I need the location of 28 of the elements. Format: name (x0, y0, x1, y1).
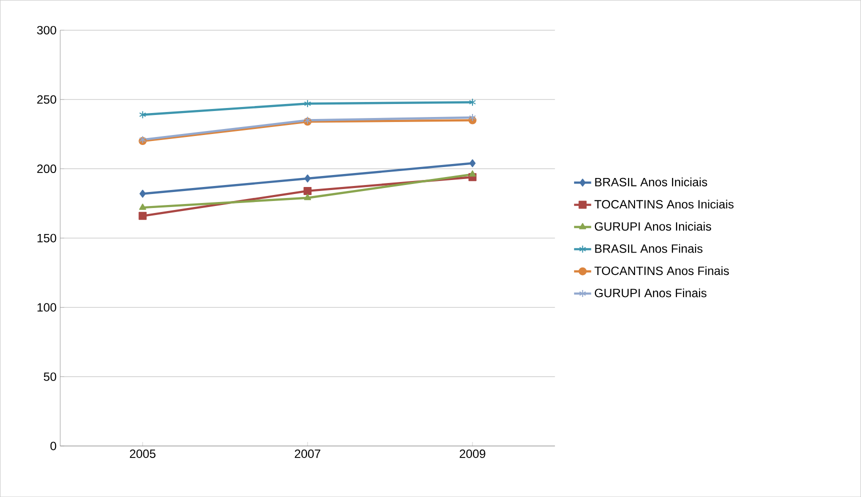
y-tick-label: 250 (37, 95, 56, 104)
y-tick-label: 50 (44, 372, 56, 381)
y-tick-label: 150 (38, 234, 56, 242)
legend-label: TOCANTINS Anos Iniciais (594, 200, 734, 208)
point (304, 100, 312, 108)
point (469, 159, 476, 168)
point (468, 113, 476, 122)
point (304, 174, 311, 182)
legend-label: BRASIL Anos Iniciais (595, 177, 708, 186)
point (304, 194, 312, 200)
x-tick-label: 2009 (460, 449, 486, 458)
point (468, 98, 476, 106)
point (140, 190, 146, 198)
point (304, 186, 312, 195)
point (139, 204, 146, 210)
legend-label: BRASIL Anos Finais (595, 244, 702, 253)
legend-label: GURUPI Anos Finais (594, 288, 706, 298)
y-tick-label: 100 (38, 303, 56, 312)
y-tick-label: 300 (37, 26, 56, 34)
point (468, 170, 476, 176)
x-tick-label: 2007 (294, 449, 320, 458)
point (138, 212, 147, 220)
x-tick-label: 2005 (130, 449, 156, 458)
legend-label: GURUPI Anos Iniciais (594, 222, 712, 231)
point (139, 110, 146, 119)
legend-label: TOCANTINS Anos Finais (594, 266, 729, 275)
y-tick-label: 0 (50, 442, 56, 450)
y-tick-label: 200 (37, 164, 56, 173)
